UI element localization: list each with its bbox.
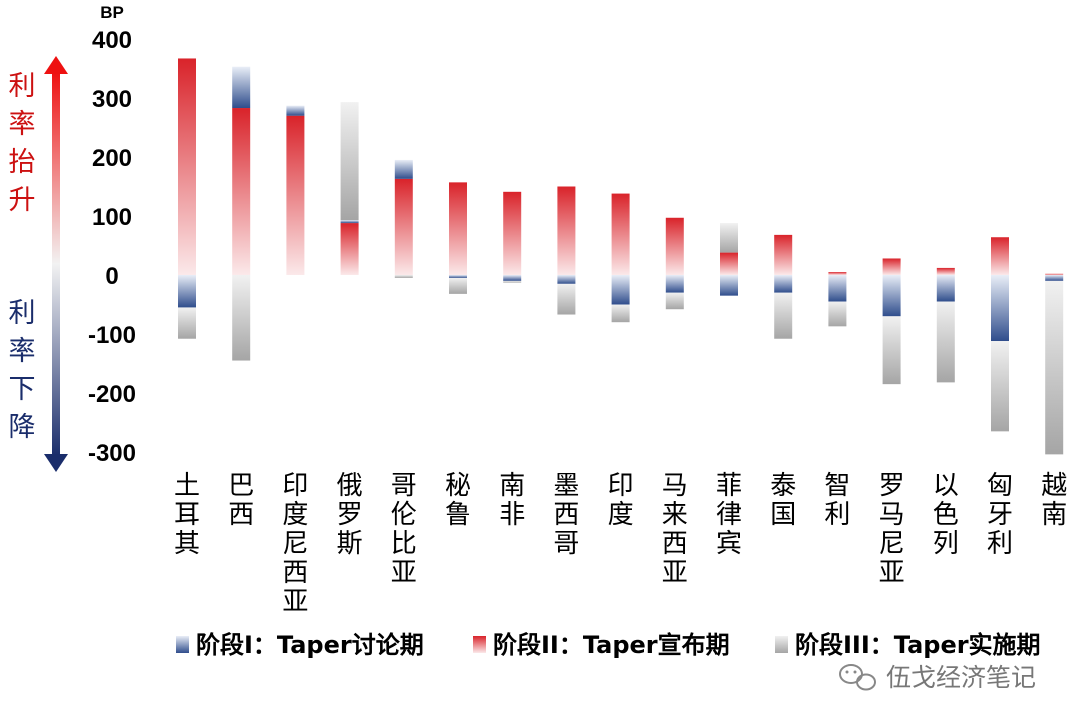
category-label: 马来西亚: [662, 471, 688, 588]
y-tick-label: 300: [92, 86, 132, 113]
bar-segment: [720, 275, 738, 296]
legend-swatch: [473, 636, 486, 653]
category-label: 罗马尼亚: [879, 471, 905, 588]
category-label: 印度: [608, 471, 634, 530]
bar-segment: [720, 252, 738, 275]
category-label: 智利: [824, 471, 850, 530]
bar-segment: [503, 191, 522, 275]
bar-segment: [394, 159, 413, 179]
bar-segment: [882, 275, 901, 317]
category-label: 哥伦比亚: [391, 471, 417, 588]
category-label: 以色列: [933, 471, 959, 559]
category-label: 秘鲁: [445, 471, 471, 530]
category-label: 印度尼西亚: [282, 471, 308, 617]
bar-segment: [774, 292, 793, 339]
y-axis-ticks: 400 300 200 100 0 -100 -200 -300: [88, 27, 136, 467]
bar-segment: [1045, 280, 1064, 455]
legend-entry: 阶段II：Taper宣布期: [493, 631, 730, 659]
y-tick-label: 0: [105, 263, 118, 290]
bar-segment: [178, 58, 196, 275]
y-tick-label: -300: [88, 440, 136, 467]
bar-segment: [394, 178, 413, 275]
bar-segment: [991, 341, 1009, 432]
bar-segment: [286, 105, 305, 116]
bar-segment: [1045, 273, 1064, 275]
bar-segment: [611, 275, 630, 305]
side-label-fall: 利率下降: [9, 298, 36, 443]
bar-segment: [232, 275, 251, 361]
y-tick-label: -100: [88, 322, 136, 349]
bar-segment: [720, 223, 738, 253]
bar-segment: [828, 301, 847, 327]
y-tick-label: 400: [92, 27, 132, 54]
bar-segment: [340, 220, 359, 224]
category-label: 墨西哥: [553, 471, 579, 559]
category-label: 土耳其: [174, 471, 200, 559]
direction-arrow: [44, 56, 68, 472]
side-label-rise: 利率抬升: [9, 71, 36, 216]
bar-segment: [774, 234, 793, 275]
bar-segment: [340, 223, 359, 275]
bar-segment: [449, 182, 467, 275]
category-label: 越南: [1041, 471, 1067, 530]
bar-segment: [394, 275, 413, 278]
legend-swatch: [775, 636, 788, 653]
bar-segment: [665, 217, 684, 275]
bar-segment: [828, 272, 847, 275]
bar-segment: [991, 237, 1009, 275]
y-axis-unit: BP: [100, 3, 124, 22]
bar-segment: [557, 275, 576, 284]
legend-entry: 阶段I：Taper讨论期: [196, 631, 424, 659]
bar-segment: [286, 115, 305, 275]
bar-segment: [611, 304, 630, 323]
bar-segment: [882, 316, 901, 385]
legend-entry: 阶段III：Taper实施期: [795, 631, 1041, 659]
watermark-text: 伍戈经济笔记: [886, 663, 1036, 692]
bar-segment: [449, 275, 467, 278]
bar-segment: [665, 275, 684, 293]
bar-segment: [774, 275, 793, 293]
bar-segment: [503, 280, 522, 283]
bar-segment: [557, 283, 576, 315]
bars: [178, 58, 1064, 455]
category-label: 南非: [499, 471, 525, 530]
category-label: 巴西: [228, 471, 254, 530]
bar-segment: [503, 275, 522, 281]
bar-segment: [936, 267, 955, 275]
bar-segment: [991, 275, 1009, 342]
bar-segment: [611, 193, 630, 275]
category-label: 菲律宾: [716, 471, 742, 559]
category-label: 俄罗斯: [337, 471, 363, 559]
bar-segment: [1045, 275, 1064, 281]
y-tick-label: -200: [88, 381, 136, 408]
legend: 阶段I：Taper讨论期 阶段II：Taper宣布期 阶段III：Taper实施期: [176, 631, 1041, 659]
bar-segment: [665, 292, 684, 310]
bar-segment: [232, 108, 251, 275]
bar-segment: [882, 258, 901, 275]
bar-segment: [178, 307, 196, 339]
y-tick-label: 100: [92, 204, 132, 231]
bar-segment: [936, 301, 955, 383]
bar-segment: [340, 102, 359, 221]
bar-segment: [557, 186, 576, 275]
bar-segment: [449, 277, 467, 294]
watermark: 伍戈经济笔记: [839, 663, 1036, 692]
y-tick-label: 200: [92, 145, 132, 172]
bar-segment: [936, 275, 955, 302]
bar-segment: [828, 275, 847, 302]
bar-segment: [178, 275, 196, 308]
wechat-icon: [839, 664, 876, 691]
legend-swatch: [176, 636, 189, 653]
bar-segment: [232, 66, 251, 109]
category-label: 匈牙利: [987, 471, 1013, 559]
category-label: 泰国: [770, 471, 796, 530]
